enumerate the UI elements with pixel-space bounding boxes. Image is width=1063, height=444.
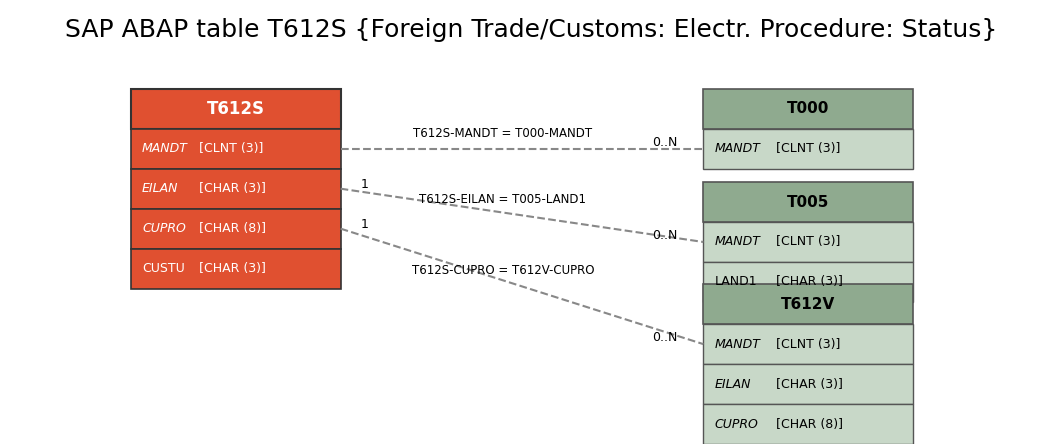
Text: 1: 1 [360, 178, 369, 191]
FancyBboxPatch shape [704, 284, 913, 324]
Text: CUPRO: CUPRO [714, 417, 759, 431]
Text: 1: 1 [360, 218, 369, 231]
FancyBboxPatch shape [704, 404, 913, 444]
Text: MANDT: MANDT [714, 337, 761, 351]
Text: T612V: T612V [781, 297, 836, 312]
Text: CUSTU: CUSTU [142, 262, 185, 275]
Text: EILAN: EILAN [714, 377, 752, 391]
Text: MANDT: MANDT [714, 142, 761, 155]
FancyBboxPatch shape [704, 182, 913, 222]
Text: CUPRO: CUPRO [142, 222, 186, 235]
Text: [CHAR (3)]: [CHAR (3)] [195, 262, 266, 275]
Text: [CLNT (3)]: [CLNT (3)] [772, 235, 841, 249]
Text: T612S: T612S [206, 100, 265, 118]
FancyBboxPatch shape [704, 129, 913, 169]
Text: 0..N: 0..N [653, 331, 678, 344]
Text: T612S-CUPRO = T612V-CUPRO: T612S-CUPRO = T612V-CUPRO [411, 265, 594, 278]
FancyBboxPatch shape [131, 249, 340, 289]
Text: [CHAR (3)]: [CHAR (3)] [772, 377, 843, 391]
Text: MANDT: MANDT [714, 235, 761, 249]
FancyBboxPatch shape [704, 364, 913, 404]
Text: T000: T000 [787, 101, 829, 116]
Text: SAP ABAP table T612S {Foreign Trade/Customs: Electr. Procedure: Status}: SAP ABAP table T612S {Foreign Trade/Cust… [65, 18, 998, 42]
Text: T612S-EILAN = T005-LAND1: T612S-EILAN = T005-LAND1 [420, 194, 587, 206]
Text: [CLNT (3)]: [CLNT (3)] [772, 142, 841, 155]
Text: [CLNT (3)]: [CLNT (3)] [772, 337, 841, 351]
Text: 0..N: 0..N [653, 135, 678, 149]
Text: [CHAR (3)]: [CHAR (3)] [195, 182, 266, 195]
FancyBboxPatch shape [704, 262, 913, 302]
Text: 0..N: 0..N [653, 229, 678, 242]
FancyBboxPatch shape [704, 324, 913, 364]
Text: MANDT: MANDT [142, 142, 188, 155]
FancyBboxPatch shape [131, 169, 340, 209]
Text: [CHAR (8)]: [CHAR (8)] [195, 222, 266, 235]
Text: T612S-MANDT = T000-MANDT: T612S-MANDT = T000-MANDT [414, 127, 592, 140]
FancyBboxPatch shape [131, 129, 340, 169]
Text: LAND1: LAND1 [714, 275, 757, 289]
FancyBboxPatch shape [131, 89, 340, 129]
Text: EILAN: EILAN [142, 182, 179, 195]
FancyBboxPatch shape [704, 89, 913, 129]
Text: [CHAR (3)]: [CHAR (3)] [772, 275, 843, 289]
Text: [CLNT (3)]: [CLNT (3)] [195, 142, 263, 155]
FancyBboxPatch shape [704, 222, 913, 262]
Text: T005: T005 [787, 194, 829, 210]
Text: [CHAR (8)]: [CHAR (8)] [772, 417, 843, 431]
FancyBboxPatch shape [131, 209, 340, 249]
